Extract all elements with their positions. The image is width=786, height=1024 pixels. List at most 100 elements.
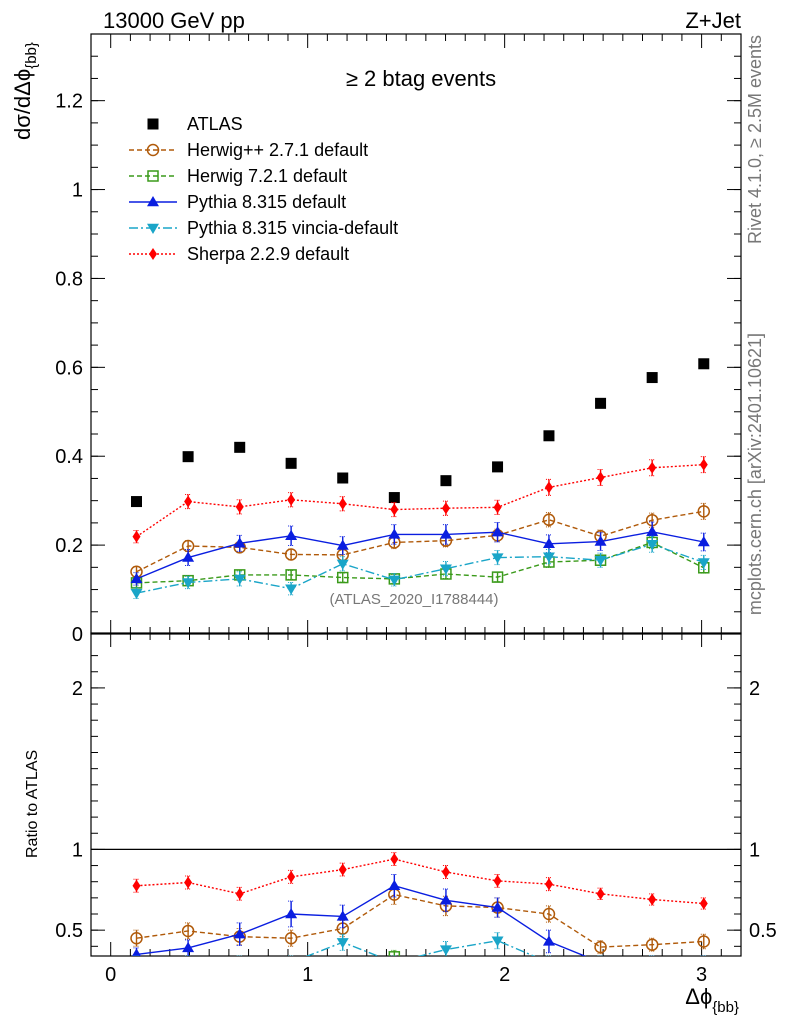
x-tick-label: 1 [302, 964, 313, 986]
ratio-series [91, 848, 741, 984]
data-point [131, 496, 142, 508]
y-tick-label: 1.2 [55, 91, 83, 113]
legend: ATLAS Herwig++ 2.7.1 default Herwig 7.2.1 … [129, 114, 398, 264]
data-point [182, 551, 195, 562]
data-point [646, 540, 659, 551]
series-line [136, 893, 704, 948]
data-point [646, 372, 658, 384]
series-pythia-8-315-default [130, 521, 710, 586]
data-point [543, 430, 555, 442]
x-axis-label-main: Δϕ [685, 984, 712, 1009]
x-axis-label: Δϕ{bb} [685, 984, 739, 1016]
series-herwig-2-7-1-default [130, 502, 711, 579]
data-point [491, 901, 504, 912]
legend-marker [147, 223, 159, 234]
data-point [132, 948, 141, 956]
data-point [492, 461, 504, 473]
data-point [491, 571, 504, 583]
series-sherpa-2-2-9-default [132, 852, 708, 910]
data-point [697, 935, 711, 948]
y-tick-label: 0.5 [55, 920, 83, 942]
data-point [388, 879, 401, 890]
legend-entry: ATLAS [147, 114, 243, 134]
series-pythia-8-315-vincia-default [130, 535, 710, 600]
ratio-ticks: 0 1 2 3 0.5 0.5 1 1 2 2 [55, 633, 777, 986]
legend-label: Herwig 7.2.1 default [187, 166, 347, 186]
series-herwig-2-7-1-default [130, 884, 711, 955]
data-point [233, 537, 246, 548]
series-atlas [131, 358, 710, 508]
series-line [136, 463, 704, 538]
data-point [491, 936, 504, 947]
series-line [136, 858, 704, 905]
data-point [184, 495, 193, 508]
y-tick-label-right: 1 [749, 839, 760, 861]
legend-entry: Sherpa 2.2.9 default [129, 244, 349, 264]
data-point [388, 951, 401, 956]
data-point [646, 956, 658, 966]
data-point [338, 863, 347, 876]
data-point [543, 958, 555, 968]
legend-entry: Pythia 8.315 vincia-default [129, 218, 398, 238]
ratio-panel: 0 1 2 3 0.5 0.5 1 1 2 2 Ratio to ATLAS Δϕ{bb} [24, 632, 777, 1016]
data-point [336, 539, 349, 550]
y-tick-label: 0.8 [55, 268, 83, 290]
legend-entry: Herwig++ 2.7.1 default [129, 140, 368, 160]
legend-label: Pythia 8.315 default [187, 192, 346, 212]
data-point [441, 866, 450, 879]
y-tick-label-right: 0.5 [749, 920, 777, 942]
data-point [699, 458, 708, 471]
series-line [137, 957, 704, 979]
data-point [542, 552, 555, 563]
data-point [337, 472, 349, 484]
data-point [646, 525, 659, 536]
x-tick-label: 2 [499, 964, 510, 986]
y-tick-label: 1 [72, 180, 83, 202]
data-point [388, 528, 401, 539]
data-point [285, 529, 298, 540]
header-left: 13000 GeV pp [103, 8, 245, 33]
data-point [181, 924, 195, 938]
data-point [285, 569, 297, 581]
data-point [645, 938, 659, 951]
x-axis-label-sub: {bb} [712, 999, 739, 1016]
series-line [136, 543, 705, 594]
data-point [542, 537, 555, 548]
legend-label: ATLAS [187, 114, 243, 134]
series-herwig-7-2-1-default [130, 535, 710, 589]
data-point [182, 578, 195, 589]
data-point [235, 974, 245, 984]
data-point [336, 559, 349, 570]
data-point [595, 958, 607, 968]
data-point [130, 588, 143, 600]
main-panel: 00.20.40.60.811.2 (ATLAS_2020_I1788444) … [10, 33, 742, 646]
y-axis-label-sub: {bb} [23, 42, 40, 69]
y-tick-label: 0.6 [55, 357, 83, 379]
series-sherpa-2-2-9-default [132, 456, 708, 544]
rivet-label: Rivet 4.1.0, ≥ 2.5M events [745, 35, 765, 244]
data-point [131, 958, 143, 968]
header-right: Z+Jet [685, 8, 741, 33]
data-point [336, 571, 349, 584]
data-point [132, 530, 141, 543]
data-point [235, 500, 244, 513]
data-point [182, 941, 195, 953]
data-point [285, 584, 298, 595]
data-point [388, 958, 400, 968]
series-line [136, 884, 587, 956]
y-axis-label: dσ/dΔϕ{bb} [10, 42, 40, 140]
data-point [595, 397, 607, 409]
data-point [493, 501, 502, 514]
data-point [697, 558, 710, 569]
main-series [130, 358, 711, 600]
data-point [542, 935, 555, 946]
data-point [338, 974, 348, 984]
data-point [596, 887, 605, 900]
data-point [390, 853, 399, 866]
data-point [491, 526, 504, 537]
mcplots-label: mcplots.cern.ch [arXiv:2401.10621] [745, 333, 765, 615]
main-watermark: (ATLAS_2020_I1788444) [329, 591, 498, 608]
data-point [284, 548, 298, 561]
data-point [441, 502, 450, 515]
data-point [388, 575, 401, 586]
